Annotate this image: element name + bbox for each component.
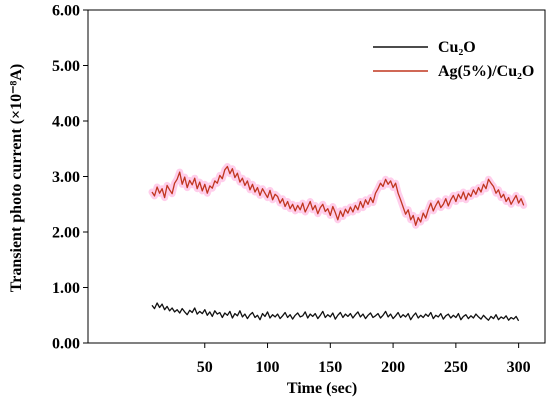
series-layer — [151, 165, 525, 322]
x-tick-label: 50 — [197, 359, 213, 376]
y-tick-label: 4.00 — [52, 114, 80, 131]
x-tick-label: 200 — [381, 359, 405, 376]
legend-label-ag-cu2o: Ag(5%)/Cu₂O — [438, 63, 534, 80]
y-tick-label: 2.00 — [52, 225, 80, 242]
y-tick-label: 0.00 — [52, 336, 80, 353]
x-tick-label: 100 — [256, 359, 280, 376]
y-tick-label: 1.00 — [52, 280, 80, 297]
series-line-ag-cu2o — [151, 165, 525, 226]
y-axis: 0.00 1.00 2.00 3.00 4.00 5.00 6.00 — [52, 3, 88, 353]
y-tick-label: 5.00 — [52, 58, 80, 75]
x-tick-label: 150 — [318, 359, 342, 376]
legend-label-cu2o: Cu₂O — [438, 39, 476, 56]
y-tick-label: 6.00 — [52, 3, 80, 20]
legend: Cu₂O Ag(5%)/Cu₂O — [373, 39, 534, 80]
x-tick-label: 300 — [507, 359, 531, 376]
x-tick-label: 250 — [444, 359, 468, 376]
x-axis-label: Time (sec) — [287, 380, 357, 397]
y-axis-label: Transient photo current (×10⁻⁸A) — [8, 64, 25, 292]
y-tick-label: 3.00 — [52, 169, 80, 186]
series-line-cu2o — [151, 302, 520, 322]
plot-frame — [87, 9, 546, 344]
x-axis: 50 100 150 200 250 300 — [197, 343, 531, 376]
